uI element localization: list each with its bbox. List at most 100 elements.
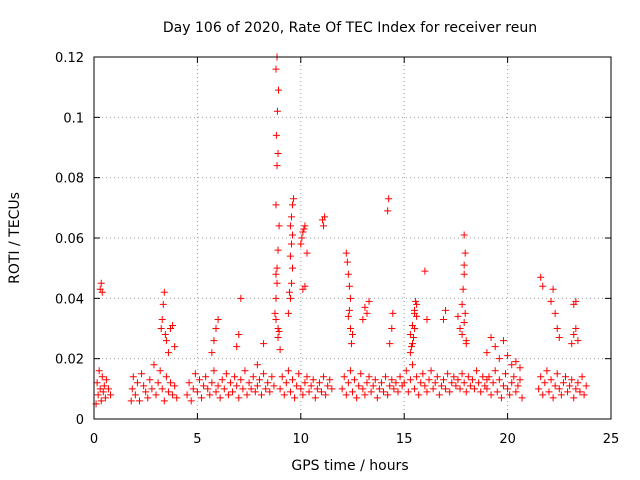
- x-tick-labels: 0 5 10 15 20 25: [90, 432, 619, 447]
- data-point: [539, 391, 547, 399]
- data-point: [504, 352, 512, 360]
- data-point: [328, 385, 336, 393]
- data-point: [344, 270, 352, 278]
- data-point: [320, 373, 328, 381]
- data-point: [545, 388, 553, 396]
- data-point: [442, 306, 450, 314]
- data-point: [553, 370, 561, 378]
- data-point: [491, 367, 499, 375]
- data-point: [280, 391, 288, 399]
- data-point: [570, 394, 578, 402]
- y-tick-labels: 0 0.02 0.04 0.06 0.08 0.1 0.12: [55, 51, 84, 428]
- data-point: [218, 376, 226, 384]
- data-point: [154, 379, 162, 387]
- data-point: [307, 382, 315, 390]
- data-point: [462, 340, 470, 348]
- data-point: [301, 222, 309, 230]
- data-point: [99, 388, 107, 396]
- data-point: [198, 394, 206, 402]
- data-point: [452, 382, 460, 390]
- data-point: [483, 385, 491, 393]
- data-point: [404, 388, 412, 396]
- data-point: [390, 385, 398, 393]
- data-point: [260, 340, 268, 348]
- data-point: [568, 376, 576, 384]
- data-point: [212, 388, 220, 396]
- data-point: [425, 376, 433, 384]
- data-point: [355, 382, 363, 390]
- data-point: [150, 361, 158, 369]
- data-point: [290, 195, 298, 203]
- data-point: [326, 376, 334, 384]
- data-point: [537, 273, 545, 281]
- data-point: [273, 107, 281, 115]
- data-point: [462, 388, 470, 396]
- data-point: [570, 331, 578, 339]
- data-point: [152, 391, 160, 399]
- data-point: [551, 309, 559, 317]
- data-point: [460, 231, 468, 239]
- data-point: [363, 379, 371, 387]
- x-tick-label: 5: [193, 432, 201, 447]
- data-point: [460, 379, 468, 387]
- data-point: [485, 373, 493, 381]
- data-point: [301, 282, 309, 290]
- data-point: [551, 382, 559, 390]
- data-point: [541, 379, 549, 387]
- data-point: [187, 397, 195, 405]
- y-tick-label: 0.1: [63, 111, 84, 126]
- data-point: [158, 385, 166, 393]
- data-point: [377, 379, 385, 387]
- data-point: [346, 294, 354, 302]
- data-point: [385, 195, 393, 203]
- data-point: [98, 288, 106, 296]
- data-point: [491, 343, 499, 351]
- data-point: [343, 258, 351, 266]
- y-tick-label: 0.12: [55, 51, 84, 66]
- data-point: [183, 391, 191, 399]
- data-point: [516, 364, 524, 372]
- data-point: [272, 65, 280, 73]
- data-point: [487, 391, 495, 399]
- data-point: [562, 373, 570, 381]
- data-point: [162, 337, 170, 345]
- x-tick-label: 25: [603, 432, 620, 447]
- data-point: [285, 288, 293, 296]
- data-point: [243, 391, 251, 399]
- data-point: [93, 379, 101, 387]
- data-point: [268, 373, 276, 381]
- data-point: [555, 385, 563, 393]
- data-point: [572, 325, 580, 332]
- data-point: [510, 373, 518, 381]
- data-point: [458, 300, 466, 308]
- data-point: [193, 388, 201, 396]
- data-point: [301, 379, 309, 387]
- y-axis-label: ROTI / TECUs: [7, 192, 23, 284]
- data-point: [220, 385, 228, 393]
- data-point: [506, 391, 514, 399]
- data-point: [576, 388, 584, 396]
- data-point: [226, 379, 234, 387]
- data-point: [461, 249, 469, 257]
- data-point: [195, 376, 203, 384]
- data-point: [299, 391, 307, 399]
- data-point: [344, 312, 352, 320]
- data-point: [549, 285, 557, 293]
- data-point: [489, 379, 497, 387]
- data-point: [297, 240, 305, 248]
- data-point: [321, 213, 329, 221]
- data-point: [286, 252, 294, 260]
- data-point: [97, 397, 105, 405]
- plot-frame: [93, 56, 612, 420]
- data-point: [157, 325, 165, 332]
- data-point: [164, 349, 172, 357]
- data-point: [446, 388, 454, 396]
- data-point: [497, 394, 505, 402]
- data-point: [408, 340, 416, 348]
- data-point: [516, 376, 524, 384]
- data-point: [208, 379, 216, 387]
- data-point: [345, 306, 353, 314]
- data-point: [159, 300, 167, 308]
- data-point: [167, 379, 175, 387]
- data-point: [202, 373, 210, 381]
